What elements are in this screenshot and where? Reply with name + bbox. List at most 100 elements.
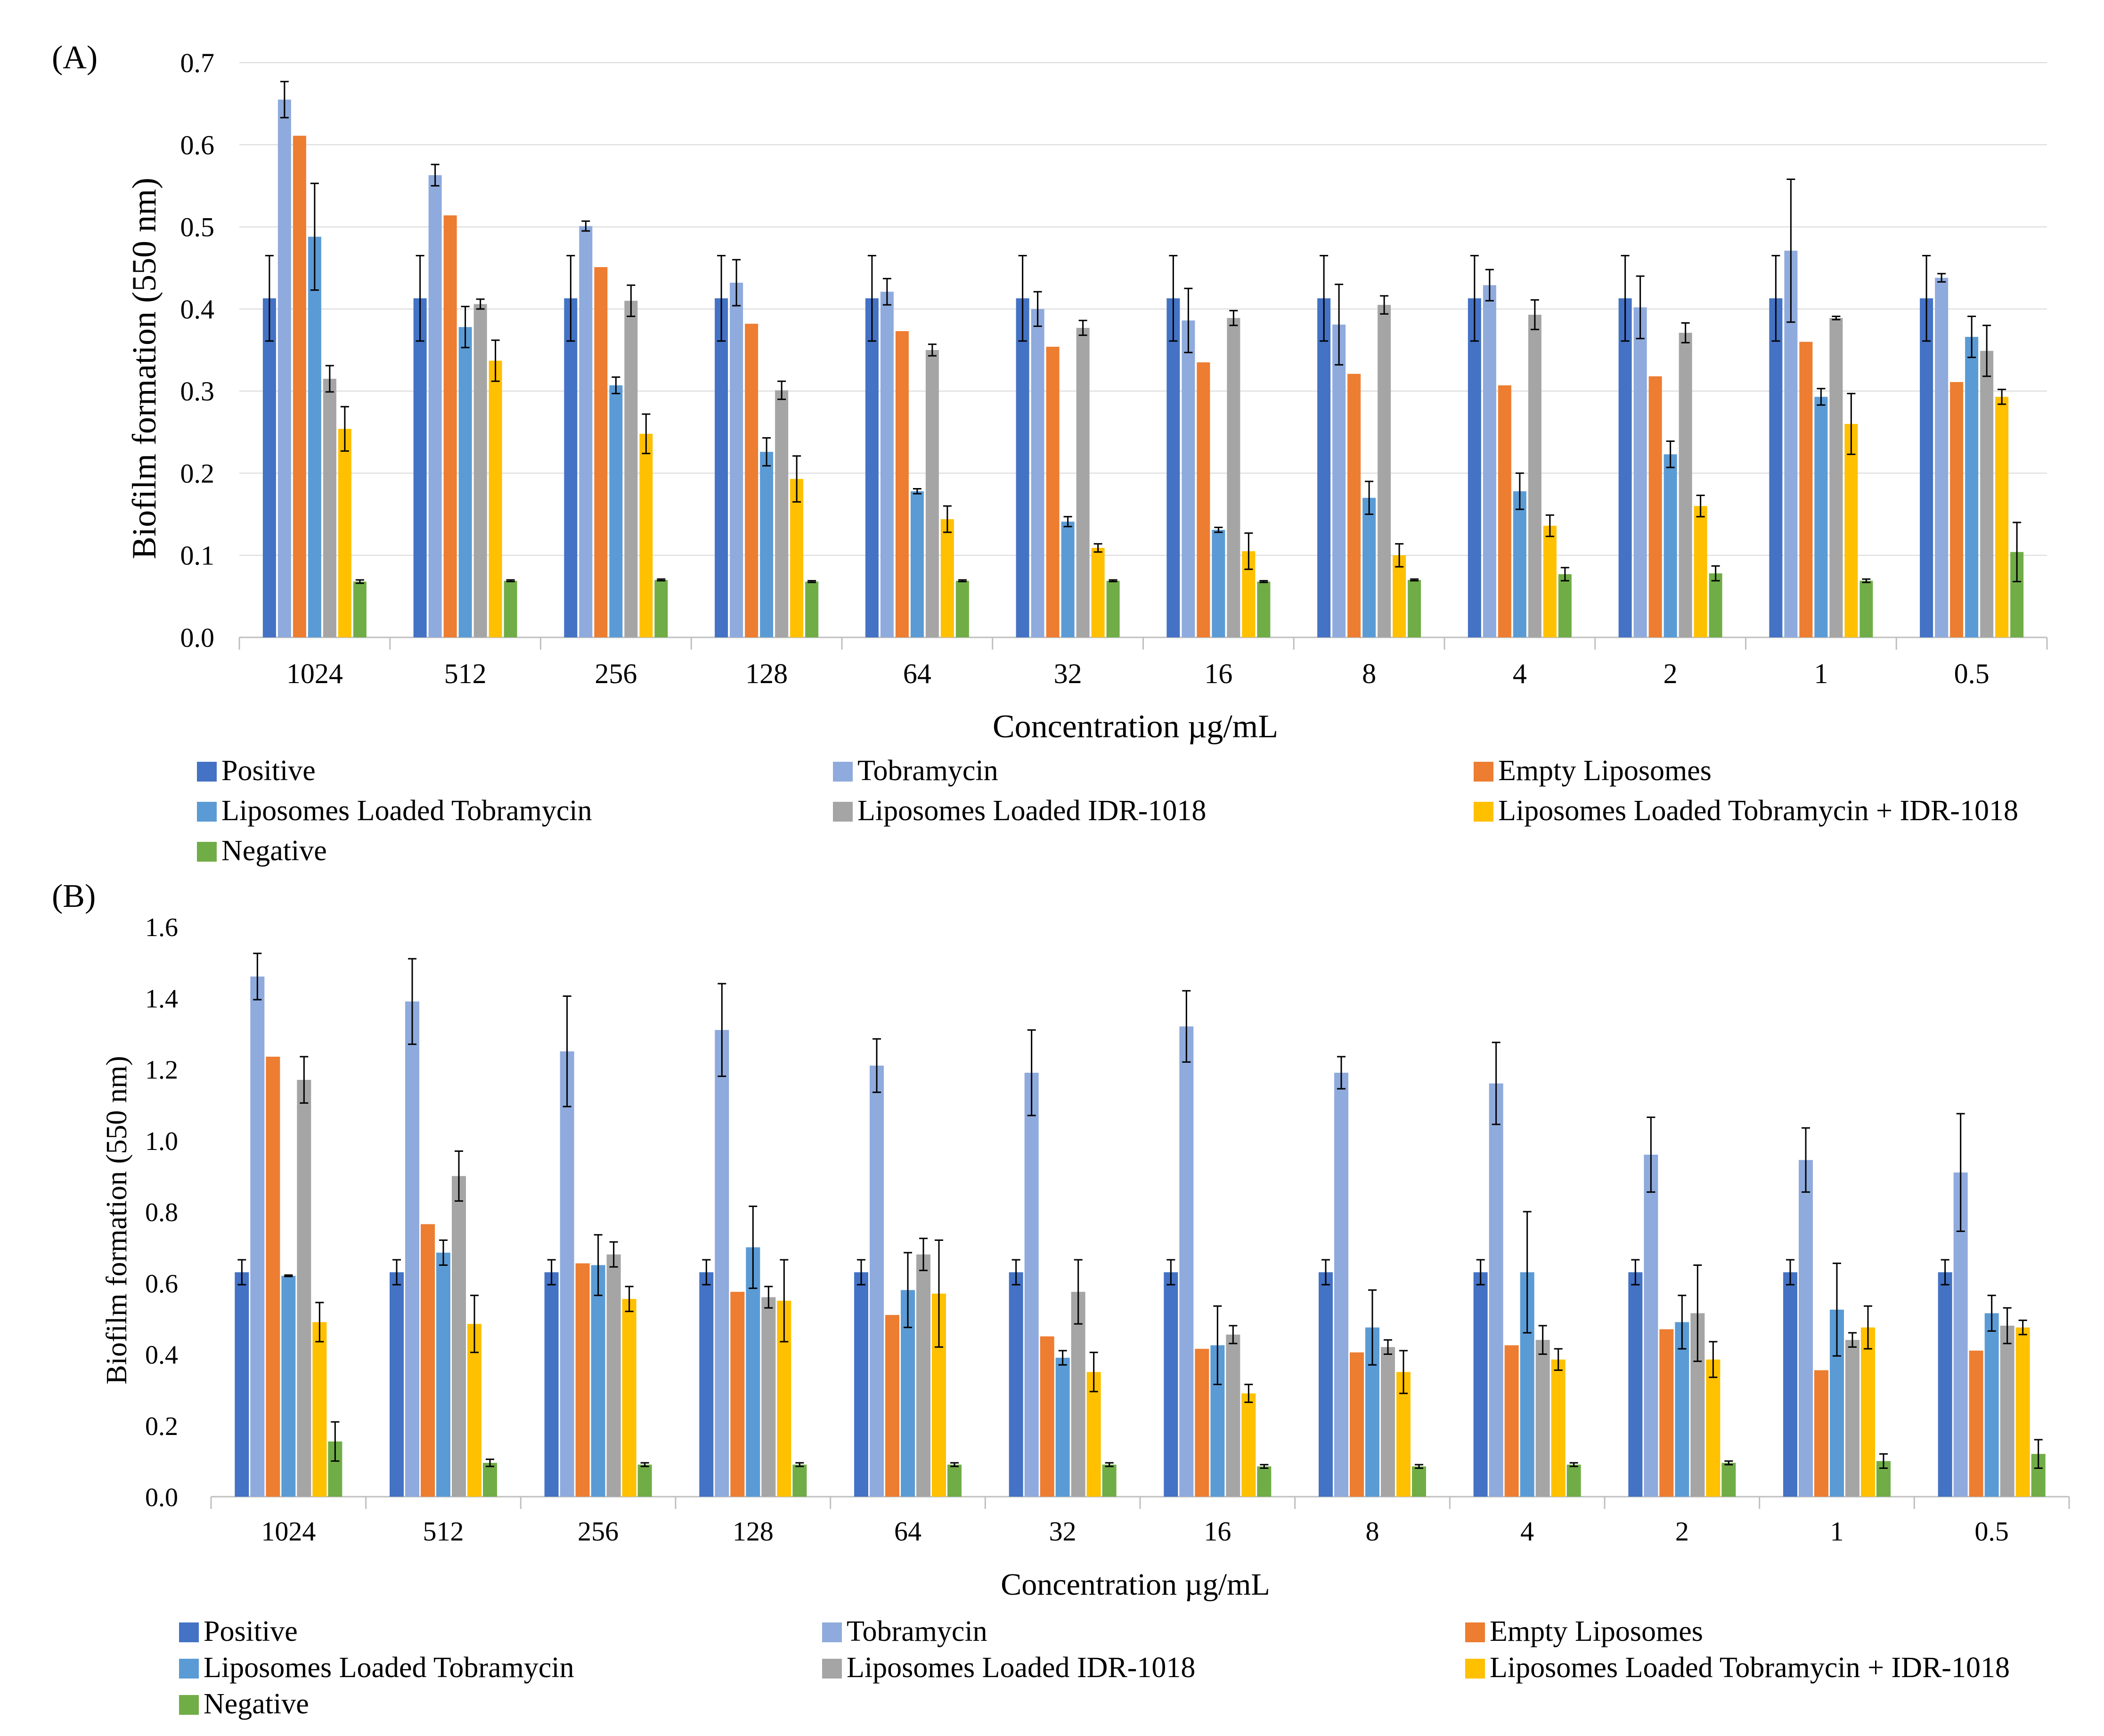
error-bar	[792, 455, 801, 503]
error-bar	[1987, 1295, 1996, 1332]
error-bar	[1027, 1029, 1036, 1117]
bar-a-tobramycin-1024	[277, 99, 291, 637]
error-bar	[455, 1150, 463, 1202]
bar-a-negative-8	[1408, 580, 1421, 637]
bar-a-liposomes-loaded-tobramycin-2	[1664, 454, 1677, 637]
panel-b-y-tick-label: 0.2	[145, 1412, 178, 1441]
bar-b-negative-8	[1412, 1466, 1426, 1497]
legend-b-label-empty-liposomes: Empty Liposomes	[1490, 1615, 1703, 1647]
bar-b-empty-liposomes-4	[1504, 1345, 1519, 1497]
error-bar	[1485, 269, 1494, 302]
legend-a-swatch-negative	[197, 842, 217, 862]
panel-b-x-tick-label: 2	[1675, 1516, 1689, 1547]
panel-b-y-axis-title: Biofilm formation (550 nm)	[101, 1056, 133, 1384]
error-bar	[1560, 567, 1569, 582]
bar-a-tobramycin-64	[880, 292, 894, 637]
bar-a-tobramycin-16	[1182, 320, 1195, 637]
legend-a-swatch-tobramycin	[833, 762, 853, 782]
bar-b-positive-16	[1164, 1272, 1178, 1497]
error-bar	[1523, 1211, 1532, 1334]
bar-a-empty-liposomes-8	[1347, 374, 1361, 637]
bar-b-empty-liposomes-64	[885, 1315, 899, 1497]
bar-a-negative-32	[1106, 580, 1120, 637]
error-bar	[1832, 316, 1841, 321]
error-bar	[732, 259, 741, 307]
panel-b-y-tick-label: 1.0	[145, 1127, 178, 1156]
bar-b-liposomes-loaded-idr-1018-32	[1071, 1292, 1085, 1497]
bar-a-negative-128	[805, 581, 819, 637]
bar-a-liposomes-loaded-tobramycin-1	[1814, 397, 1828, 637]
bar-a-tobramycin-8	[1332, 324, 1346, 637]
bar-a-positive-2	[1618, 298, 1632, 637]
error-bar	[1666, 440, 1675, 468]
error-bar	[1365, 481, 1374, 515]
bar-a-liposomes-loaded-tobramycin-idr-1018-1024	[338, 429, 351, 637]
bar-b-liposomes-loaded-idr-1018-16	[1226, 1334, 1240, 1497]
error-bar	[1862, 578, 1871, 583]
error-bar	[1515, 472, 1524, 510]
panel-b-x-tick-label: 128	[733, 1516, 774, 1547]
error-bar	[935, 1239, 943, 1348]
legend-b-swatch-positive	[179, 1622, 199, 1642]
bar-a-liposomes-loaded-idr-1018-1	[1829, 318, 1843, 637]
panel-a-y-tick-label: 0.0	[180, 622, 215, 653]
error-bar	[2003, 1307, 2012, 1345]
bar-b-positive-1	[1783, 1272, 1797, 1497]
error-bar	[1786, 178, 1795, 323]
error-bar	[1802, 1127, 1810, 1193]
panel-a-y-tick-label: 0.5	[180, 212, 215, 243]
error-bar	[1771, 255, 1780, 342]
error-bar	[1410, 578, 1419, 582]
error-bar	[1724, 1460, 1733, 1466]
bar-b-tobramycin-16	[1179, 1026, 1194, 1497]
bar-b-liposomes-loaded-tobramycin-256	[591, 1265, 605, 1497]
error-bar	[310, 182, 319, 291]
error-bar	[1631, 1259, 1640, 1286]
error-bar	[1696, 494, 1705, 518]
panel-a-x-tick-label: 32	[1054, 658, 1082, 689]
bar-b-liposomes-loaded-tobramycin-idr-1018-256	[622, 1299, 636, 1497]
panel-b-x-tick-label: 16	[1204, 1516, 1231, 1547]
bar-a-liposomes-loaded-tobramycin-idr-1018-8	[1393, 555, 1406, 637]
error-bar	[1636, 275, 1645, 340]
bar-b-liposomes-loaded-tobramycin-idr-1018-1024	[312, 1322, 327, 1497]
bar-a-positive-1024	[262, 298, 276, 637]
error-bar	[340, 406, 349, 452]
bar-b-empty-liposomes-1024	[266, 1057, 280, 1497]
error-bar	[491, 339, 500, 382]
panel-a-y-tick-label: 0.1	[180, 540, 215, 571]
legend-b-swatch-negative	[179, 1695, 199, 1715]
legend-b-swatch-liposomes-loaded-tobramycin-idr-1018	[1465, 1659, 1485, 1679]
bar-a-liposomes-loaded-tobramycin-idr-1018-32	[1091, 548, 1105, 637]
bar-a-positive-256	[564, 298, 578, 637]
legend-a-swatch-positive	[197, 762, 217, 782]
panel-b-y-tick-label: 0.0	[145, 1483, 178, 1512]
error-bar	[1109, 579, 1117, 582]
error-bar	[904, 1252, 912, 1328]
panel-a-y-tick-label: 0.4	[180, 294, 215, 325]
bar-b-liposomes-loaded-idr-1018-128	[761, 1297, 776, 1497]
error-bar	[1538, 1325, 1547, 1355]
error-bar	[1229, 310, 1238, 326]
bar-a-empty-liposomes-4	[1498, 385, 1511, 637]
error-bar	[439, 1239, 448, 1266]
panel-b-y-tick-label: 0.6	[145, 1269, 178, 1298]
bar-a-liposomes-loaded-tobramycin-512	[458, 327, 472, 637]
error-bar	[1864, 1305, 1872, 1350]
error-bar	[1937, 273, 1946, 283]
error-bar	[315, 1302, 324, 1343]
bar-a-empty-liposomes-32	[1046, 347, 1060, 637]
error-bar	[1244, 532, 1253, 570]
panel-a-x-tick-label: 64	[903, 658, 931, 689]
bar-b-negative-32	[1102, 1464, 1117, 1497]
bar-a-liposomes-loaded-idr-1018-0-5	[1980, 350, 1994, 637]
error-bar	[717, 255, 726, 342]
legend-a-swatch-liposomes-loaded-tobramycin	[197, 802, 217, 822]
bar-a-tobramycin-512	[428, 175, 442, 637]
legend-a-label-tobramycin: Tobramycin	[857, 755, 998, 787]
bar-a-liposomes-loaded-tobramycin-32	[1061, 522, 1075, 637]
bar-b-positive-128	[699, 1272, 714, 1497]
error-bar	[563, 995, 571, 1108]
panel-b-legend: Positive Tobramycin Empty Liposomes Lipo…	[179, 1615, 2010, 1720]
panel-a-x-tick-label: 8	[1362, 658, 1376, 689]
